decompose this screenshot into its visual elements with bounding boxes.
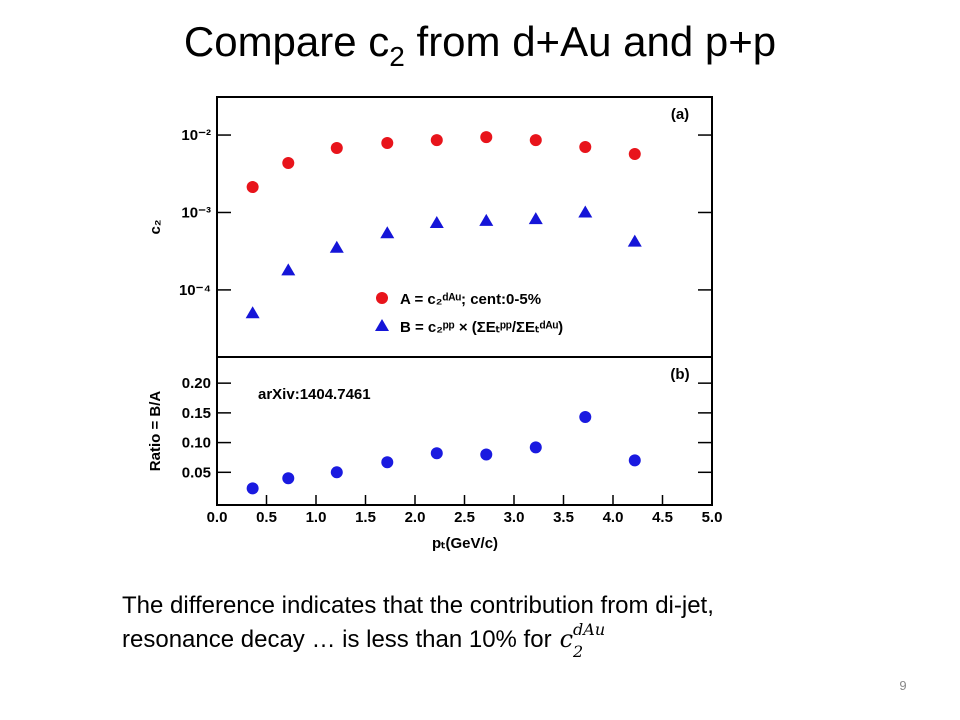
x-tick-label: 4.0 (603, 509, 624, 526)
data-point (246, 181, 259, 194)
y-tick-label: 0.15 (182, 405, 211, 422)
annotation: arXiv:1404.7461 (258, 386, 371, 403)
data-point (381, 136, 394, 149)
formula: cdAu 2 (560, 620, 606, 661)
y-tick-label: 10⁻⁴ (179, 282, 211, 299)
x-tick-label: 0.0 (207, 509, 228, 526)
x-tick-label: 1.5 (355, 509, 376, 526)
data-point (430, 447, 443, 460)
data-point (246, 482, 259, 495)
page-number: 9 (899, 678, 906, 693)
x-tick-label: 2.0 (405, 509, 426, 526)
x-tick-label: 3.0 (504, 509, 525, 526)
formula-sup: dAu (573, 620, 605, 639)
legend-marker (375, 319, 389, 331)
data-point (429, 216, 444, 229)
formula-sub: 2 (572, 642, 583, 661)
slide-title: Compare c2 from d+Au and p+p (184, 18, 776, 72)
data-point (479, 213, 494, 226)
data-point (430, 134, 443, 147)
formula-base: c (560, 625, 573, 653)
data-point (330, 466, 343, 479)
x-tick-label: 0.5 (256, 509, 277, 526)
data-point (579, 411, 592, 424)
x-tick-label: 2.5 (454, 509, 475, 526)
y-tick-label: 10⁻² (181, 127, 211, 144)
body-text: resonance decay … is less than 10% for (122, 626, 552, 653)
data-point (381, 456, 394, 469)
y-tick-label: 10⁻³ (181, 204, 211, 221)
data-point (282, 157, 295, 170)
x-tick-label: 5.0 (702, 509, 723, 526)
data-point (627, 234, 642, 247)
data-point (480, 448, 493, 461)
plot-frame (216, 96, 713, 358)
y-axis-label: Ratio = B/A (147, 391, 164, 472)
legend-label: B = c₂ᵖᵖ × (ΣEₜᵖᵖ/ΣEₜᵈᴬᵘ) (400, 319, 563, 336)
x-axis-label: pₜ(GeV/c) (432, 535, 498, 552)
title-subscript: 2 (389, 41, 405, 72)
title-text: Compare c (184, 18, 389, 65)
y-tick-label: 0.20 (182, 375, 211, 392)
data-point (329, 240, 344, 253)
x-tick-label: 1.0 (306, 509, 327, 526)
y-tick-label: 0.05 (182, 464, 211, 481)
data-point (628, 147, 641, 160)
data-point (245, 306, 260, 319)
legend-label: A = c₂ᵈᴬᵘ; cent:0-5% (400, 291, 541, 308)
x-tick-label: 4.5 (652, 509, 673, 526)
legend-marker (376, 292, 388, 304)
data-point (628, 454, 641, 467)
data-point (579, 141, 592, 154)
data-point (578, 205, 593, 218)
panel-label: (a) (671, 106, 689, 123)
data-point (529, 441, 542, 454)
data-point (330, 142, 343, 155)
body-text: The difference indicates that the contri… (122, 592, 714, 619)
data-point (282, 472, 295, 485)
data-point (380, 226, 395, 239)
data-point (281, 263, 296, 276)
y-axis-label: c₂ (147, 219, 164, 234)
title-text: from d+Au and p+p (405, 18, 776, 65)
data-point (480, 131, 493, 144)
y-tick-label: 0.10 (182, 435, 211, 452)
x-tick-label: 3.5 (553, 509, 574, 526)
data-point (528, 212, 543, 225)
panel-label: (b) (670, 366, 689, 383)
data-point (529, 134, 542, 147)
